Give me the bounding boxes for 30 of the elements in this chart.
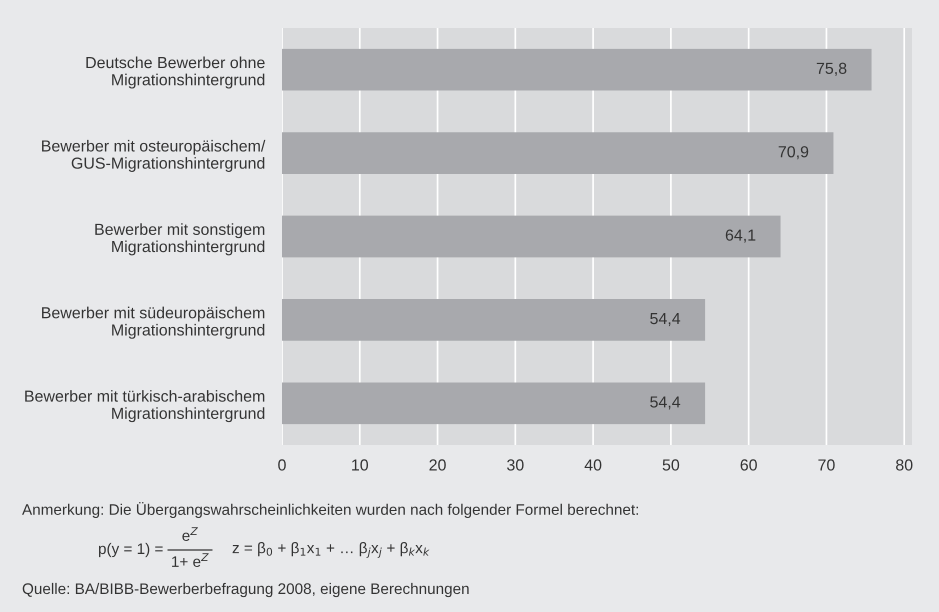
x-tick-label: 20 — [429, 459, 446, 471]
data-label: 70,9 — [778, 146, 808, 160]
x-tick-label: 0 — [278, 459, 286, 471]
y-tick-label: Bewerber mit türkisch-arabischem Migrationshintergrund — [25, 390, 264, 422]
data-label: 54,4 — [650, 396, 680, 410]
text: p(y = 1) = — [98, 542, 163, 558]
text: e$^{Z}$ — [182, 527, 198, 541]
bar — [282, 48, 872, 91]
y-tick-label: Bewerber mit osteuropäischem/ GUS-Migrationshintergrund — [42, 140, 266, 172]
x-tick-label: 10 — [352, 459, 368, 471]
x-tick-label: 70 — [818, 459, 835, 471]
x-tick-label: 60 — [740, 459, 757, 471]
bar — [282, 216, 781, 258]
x-tick-label: 40 — [584, 459, 602, 471]
data-label: 75,8 — [816, 62, 846, 76]
text: 1+ e$^{Z}$ — [172, 553, 209, 567]
bar — [282, 299, 706, 341]
y-tick-label: Bewerber mit südeuropäischem Migrationshintergrund — [42, 306, 264, 339]
x-tick-label: 50 — [662, 459, 680, 471]
text: Anmerkung: Die Übergangswahrscheinlichkeiten wurden nach folgender Formel berechnet: — [22, 502, 638, 518]
source-note: Quelle: BA/BIBB-Bewerberbefragung 2008, eigene Berechnungen — [22, 582, 469, 598]
bar — [282, 382, 706, 424]
y-tick-label: Bewerber mit sonstigem Migrationshintergrund — [95, 223, 264, 256]
data-label: 54,4 — [650, 313, 680, 326]
bar — [282, 132, 834, 174]
text: z = β$_{0}$ + β$_{1}$x$_{1}$ + … β$_{j}$x$_{j}$ + β$_{k}$x$_{k}$ — [232, 542, 430, 558]
y-tick-label: Deutsche Bewerber ohne Migrationshintergrund — [86, 56, 265, 89]
x-tick-label: 30 — [507, 459, 524, 471]
x-tick-label: 80 — [896, 459, 912, 471]
data-label: 64,1 — [726, 229, 756, 243]
